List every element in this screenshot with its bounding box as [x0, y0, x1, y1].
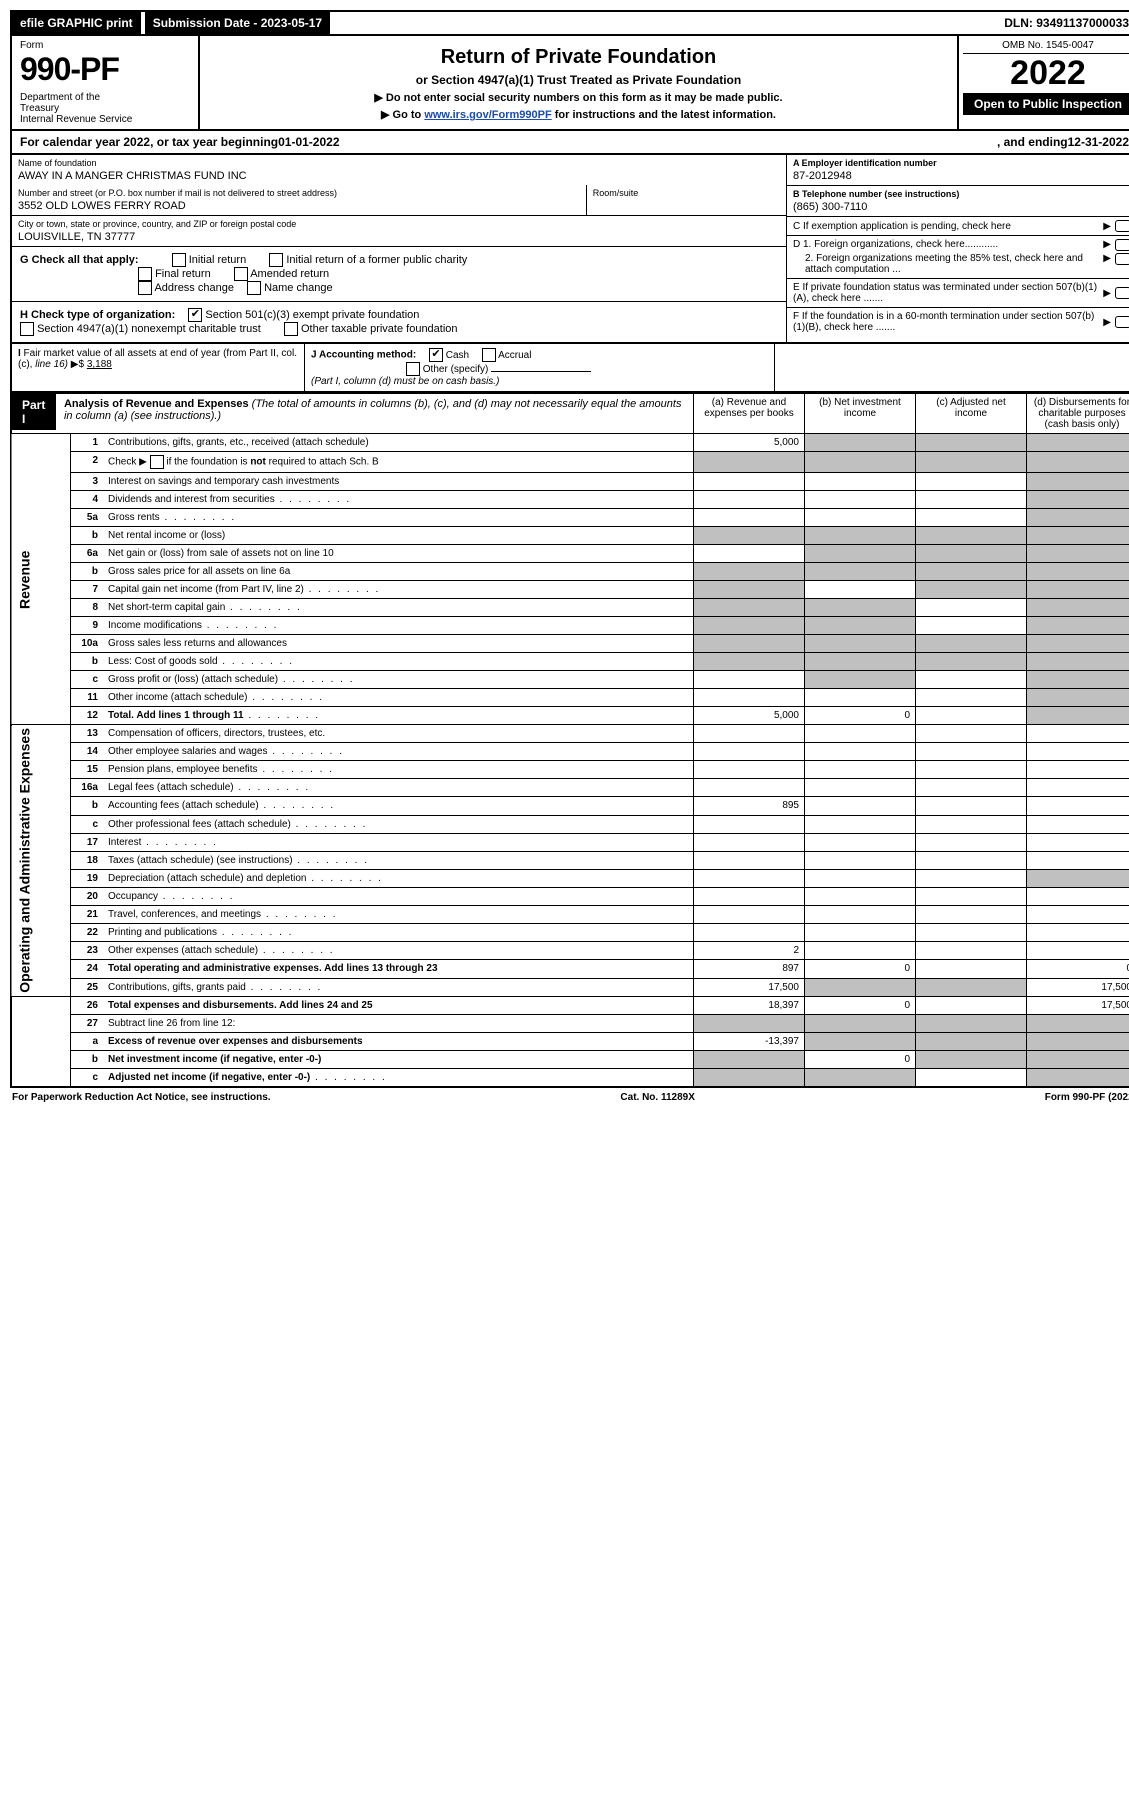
addr-label: Number and street (or P.O. box number if… — [18, 188, 580, 198]
cb-amended[interactable] — [234, 267, 248, 281]
i-value: 3,188 — [87, 359, 112, 370]
calendar-year-row: For calendar year 2022, or tax year begi… — [10, 131, 1129, 155]
cb-d1[interactable] — [1115, 239, 1129, 251]
c-label: C If exemption application is pending, c… — [793, 221, 1103, 232]
dln: DLN: 93491137000033 — [996, 12, 1129, 34]
ein-label: A Employer identification number — [793, 158, 937, 168]
inst-2: ▶ Go to www.irs.gov/Form990PF for instru… — [206, 108, 951, 121]
footer-cat: Cat. No. 11289X — [620, 1092, 694, 1103]
cb-address-change[interactable] — [138, 281, 152, 295]
cb-501c3[interactable] — [188, 308, 202, 322]
header-center: Return of Private Foundation or Section … — [200, 36, 957, 129]
year-begin: 01-01-2022 — [278, 135, 339, 149]
efile-label: efile GRAPHIC print — [12, 12, 141, 34]
i-label: I Fair market value of all assets at end… — [18, 348, 297, 370]
cb-4947[interactable] — [20, 322, 34, 336]
expenses-side-label: Operating and Administrative Expenses — [11, 725, 71, 997]
form-number: 990-PF — [20, 51, 190, 88]
col-c: (c) Adjusted net income — [916, 394, 1027, 434]
ein: 87-2012948 — [793, 168, 1129, 182]
telephone: (865) 300-7110 — [793, 199, 1129, 213]
dept-label: Department of theTreasuryInternal Revenu… — [20, 92, 190, 125]
cb-sch-b[interactable] — [150, 455, 164, 469]
f-label: F If the foundation is in a 60-month ter… — [793, 311, 1103, 333]
info-block: Name of foundation AWAY IN A MANGER CHRI… — [10, 155, 1129, 344]
header-left: Form 990-PF Department of theTreasuryInt… — [12, 36, 200, 129]
form-subtitle: or Section 4947(a)(1) Trust Treated as P… — [206, 73, 951, 87]
col-d: (d) Disbursements for charitable purpose… — [1027, 394, 1129, 434]
cb-initial-return[interactable] — [172, 253, 186, 267]
omb: OMB No. 1545-0047 — [963, 40, 1129, 54]
tax-year: 2022 — [963, 54, 1129, 93]
city-state-zip: LOUISVILLE, TN 37777 — [18, 229, 780, 243]
part1-table: Part I Analysis of Revenue and Expenses … — [10, 393, 1129, 1088]
room-label: Room/suite — [593, 188, 780, 198]
cb-accrual[interactable] — [482, 348, 496, 362]
cb-initial-former[interactable] — [269, 253, 283, 267]
foundation-name: AWAY IN A MANGER CHRISTMAS FUND INC — [18, 168, 780, 182]
cb-other-taxable[interactable] — [284, 322, 298, 336]
d1-label: D 1. Foreign organizations, check here..… — [793, 239, 1103, 251]
j-note: (Part I, column (d) must be on cash basi… — [311, 376, 499, 387]
cb-final-return[interactable] — [138, 267, 152, 281]
street-address: 3552 OLD LOWES FERRY ROAD — [18, 198, 580, 212]
cb-other-acct[interactable] — [406, 362, 420, 376]
e-label: E If private foundation status was termi… — [793, 282, 1103, 304]
form-word: Form — [20, 40, 190, 51]
year-end: 12-31-2022 — [1068, 135, 1129, 149]
tel-label: B Telephone number (see instructions) — [793, 189, 959, 199]
cb-d2[interactable] — [1115, 253, 1129, 265]
h-label: H Check type of organization: — [20, 309, 175, 321]
form-header: Form 990-PF Department of theTreasuryInt… — [10, 36, 1129, 131]
col-a: (a) Revenue and expenses per books — [694, 394, 805, 434]
cb-e[interactable] — [1115, 287, 1129, 299]
col-b: (b) Net investment income — [805, 394, 916, 434]
open-inspection: Open to Public Inspection — [963, 93, 1129, 115]
cb-c[interactable] — [1115, 220, 1129, 232]
ij-row: I Fair market value of all assets at end… — [10, 344, 1129, 393]
cb-f[interactable] — [1115, 316, 1129, 328]
name-label: Name of foundation — [18, 158, 780, 168]
city-label: City or town, state or province, country… — [18, 219, 780, 229]
irs-link[interactable]: www.irs.gov/Form990PF — [424, 109, 551, 121]
page-footer: For Paperwork Reduction Act Notice, see … — [10, 1088, 1129, 1107]
footer-left: For Paperwork Reduction Act Notice, see … — [12, 1092, 271, 1103]
cb-cash[interactable] — [429, 348, 443, 362]
j-label: J Accounting method: — [311, 350, 416, 361]
part1-label: Part I — [12, 394, 56, 430]
submission-date: Submission Date - 2023-05-17 — [145, 12, 330, 34]
g-label: G Check all that apply: — [20, 254, 139, 266]
form-title: Return of Private Foundation — [206, 46, 951, 69]
cb-name-change[interactable] — [247, 281, 261, 295]
footer-right: Form 990-PF (2022) — [1045, 1092, 1129, 1103]
d2-label: 2. Foreign organizations meeting the 85%… — [793, 253, 1103, 275]
header-right: OMB No. 1545-0047 2022 Open to Public In… — [957, 36, 1129, 129]
inst-1: ▶ Do not enter social security numbers o… — [206, 91, 951, 104]
top-bar: efile GRAPHIC print Submission Date - 20… — [10, 10, 1129, 36]
revenue-side-label: Revenue — [11, 434, 71, 725]
